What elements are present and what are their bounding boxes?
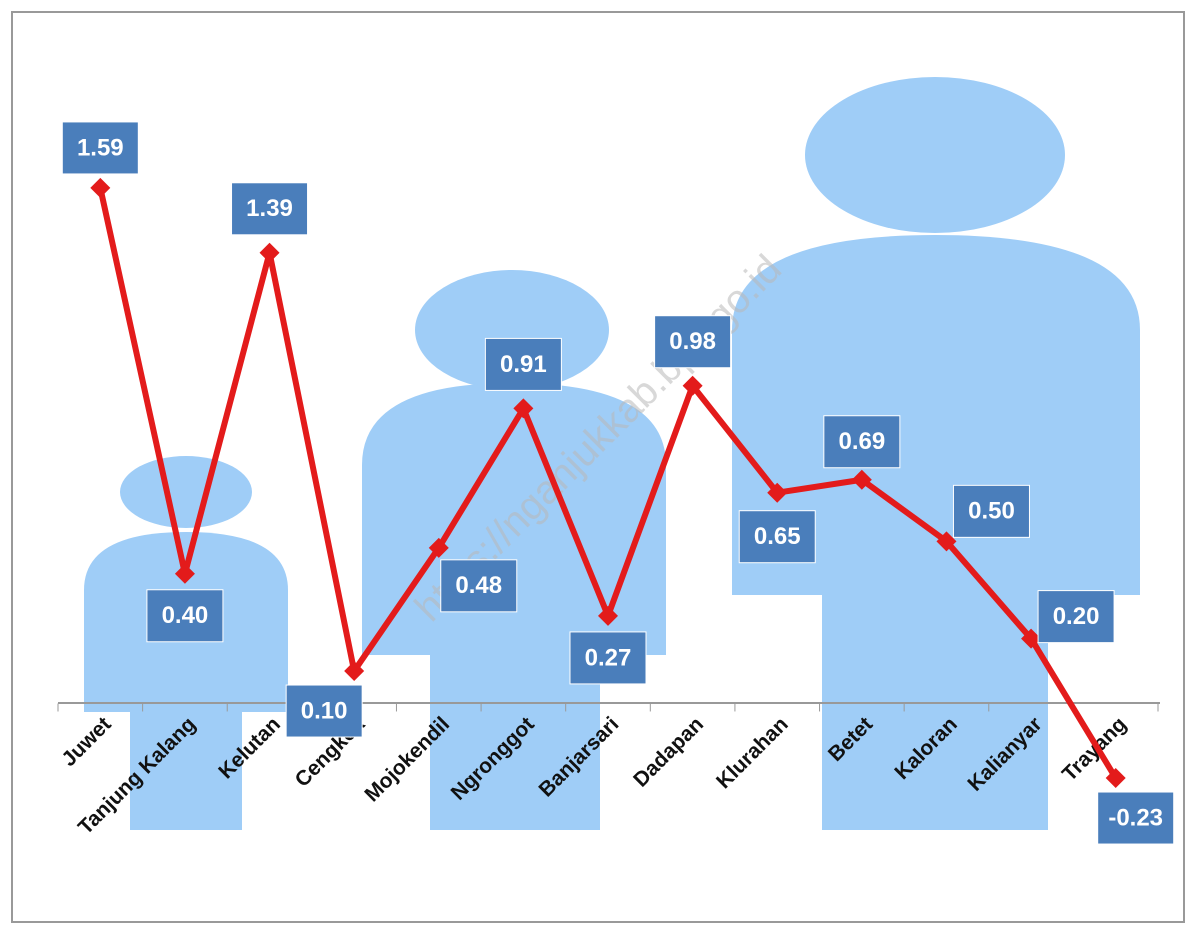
data-point xyxy=(1105,768,1126,789)
value-label: 0.48 xyxy=(455,572,502,599)
value-label-box xyxy=(654,315,732,369)
value-label: -0.23 xyxy=(1108,804,1163,831)
data-point xyxy=(598,605,618,626)
data-point xyxy=(344,661,365,682)
data-point xyxy=(513,398,534,419)
data-point xyxy=(1021,628,1042,649)
data-point xyxy=(174,563,195,584)
value-label-box xyxy=(1097,791,1175,845)
value-label: 0.20 xyxy=(1053,603,1100,630)
data-point xyxy=(428,537,449,558)
value-label-box xyxy=(231,182,309,236)
value-label: 0.91 xyxy=(500,351,547,378)
value-label-box xyxy=(952,484,1030,538)
data-point xyxy=(767,482,788,503)
data-point xyxy=(90,177,111,198)
value-label: 0.40 xyxy=(162,602,209,629)
value-label: 0.69 xyxy=(838,428,885,455)
value-label-box xyxy=(484,337,562,391)
value-label: 1.59 xyxy=(77,134,124,161)
people-silhouettes xyxy=(84,77,1140,830)
data-point xyxy=(259,242,280,263)
value-label-box xyxy=(285,684,363,738)
value-label: 0.27 xyxy=(585,644,632,671)
value-label: 0.10 xyxy=(301,697,348,724)
value-label: 0.65 xyxy=(754,523,801,550)
value-label: 0.50 xyxy=(968,498,1015,525)
value-label: 0.98 xyxy=(669,328,716,355)
value-label-box xyxy=(146,589,224,643)
value-label-box xyxy=(569,631,647,685)
value-label-box xyxy=(738,510,816,564)
data-point xyxy=(936,531,957,552)
data-point xyxy=(851,469,872,490)
value-label-box xyxy=(440,559,518,613)
value-label-box xyxy=(61,121,139,175)
value-label-box xyxy=(823,415,901,469)
value-label-box xyxy=(1037,590,1115,644)
data-point xyxy=(682,375,703,396)
value-label: 1.39 xyxy=(246,195,293,222)
